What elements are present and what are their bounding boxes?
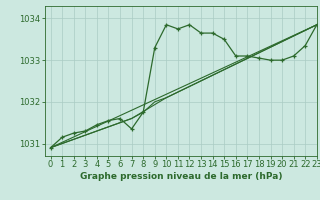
X-axis label: Graphe pression niveau de la mer (hPa): Graphe pression niveau de la mer (hPa) [80,172,282,181]
